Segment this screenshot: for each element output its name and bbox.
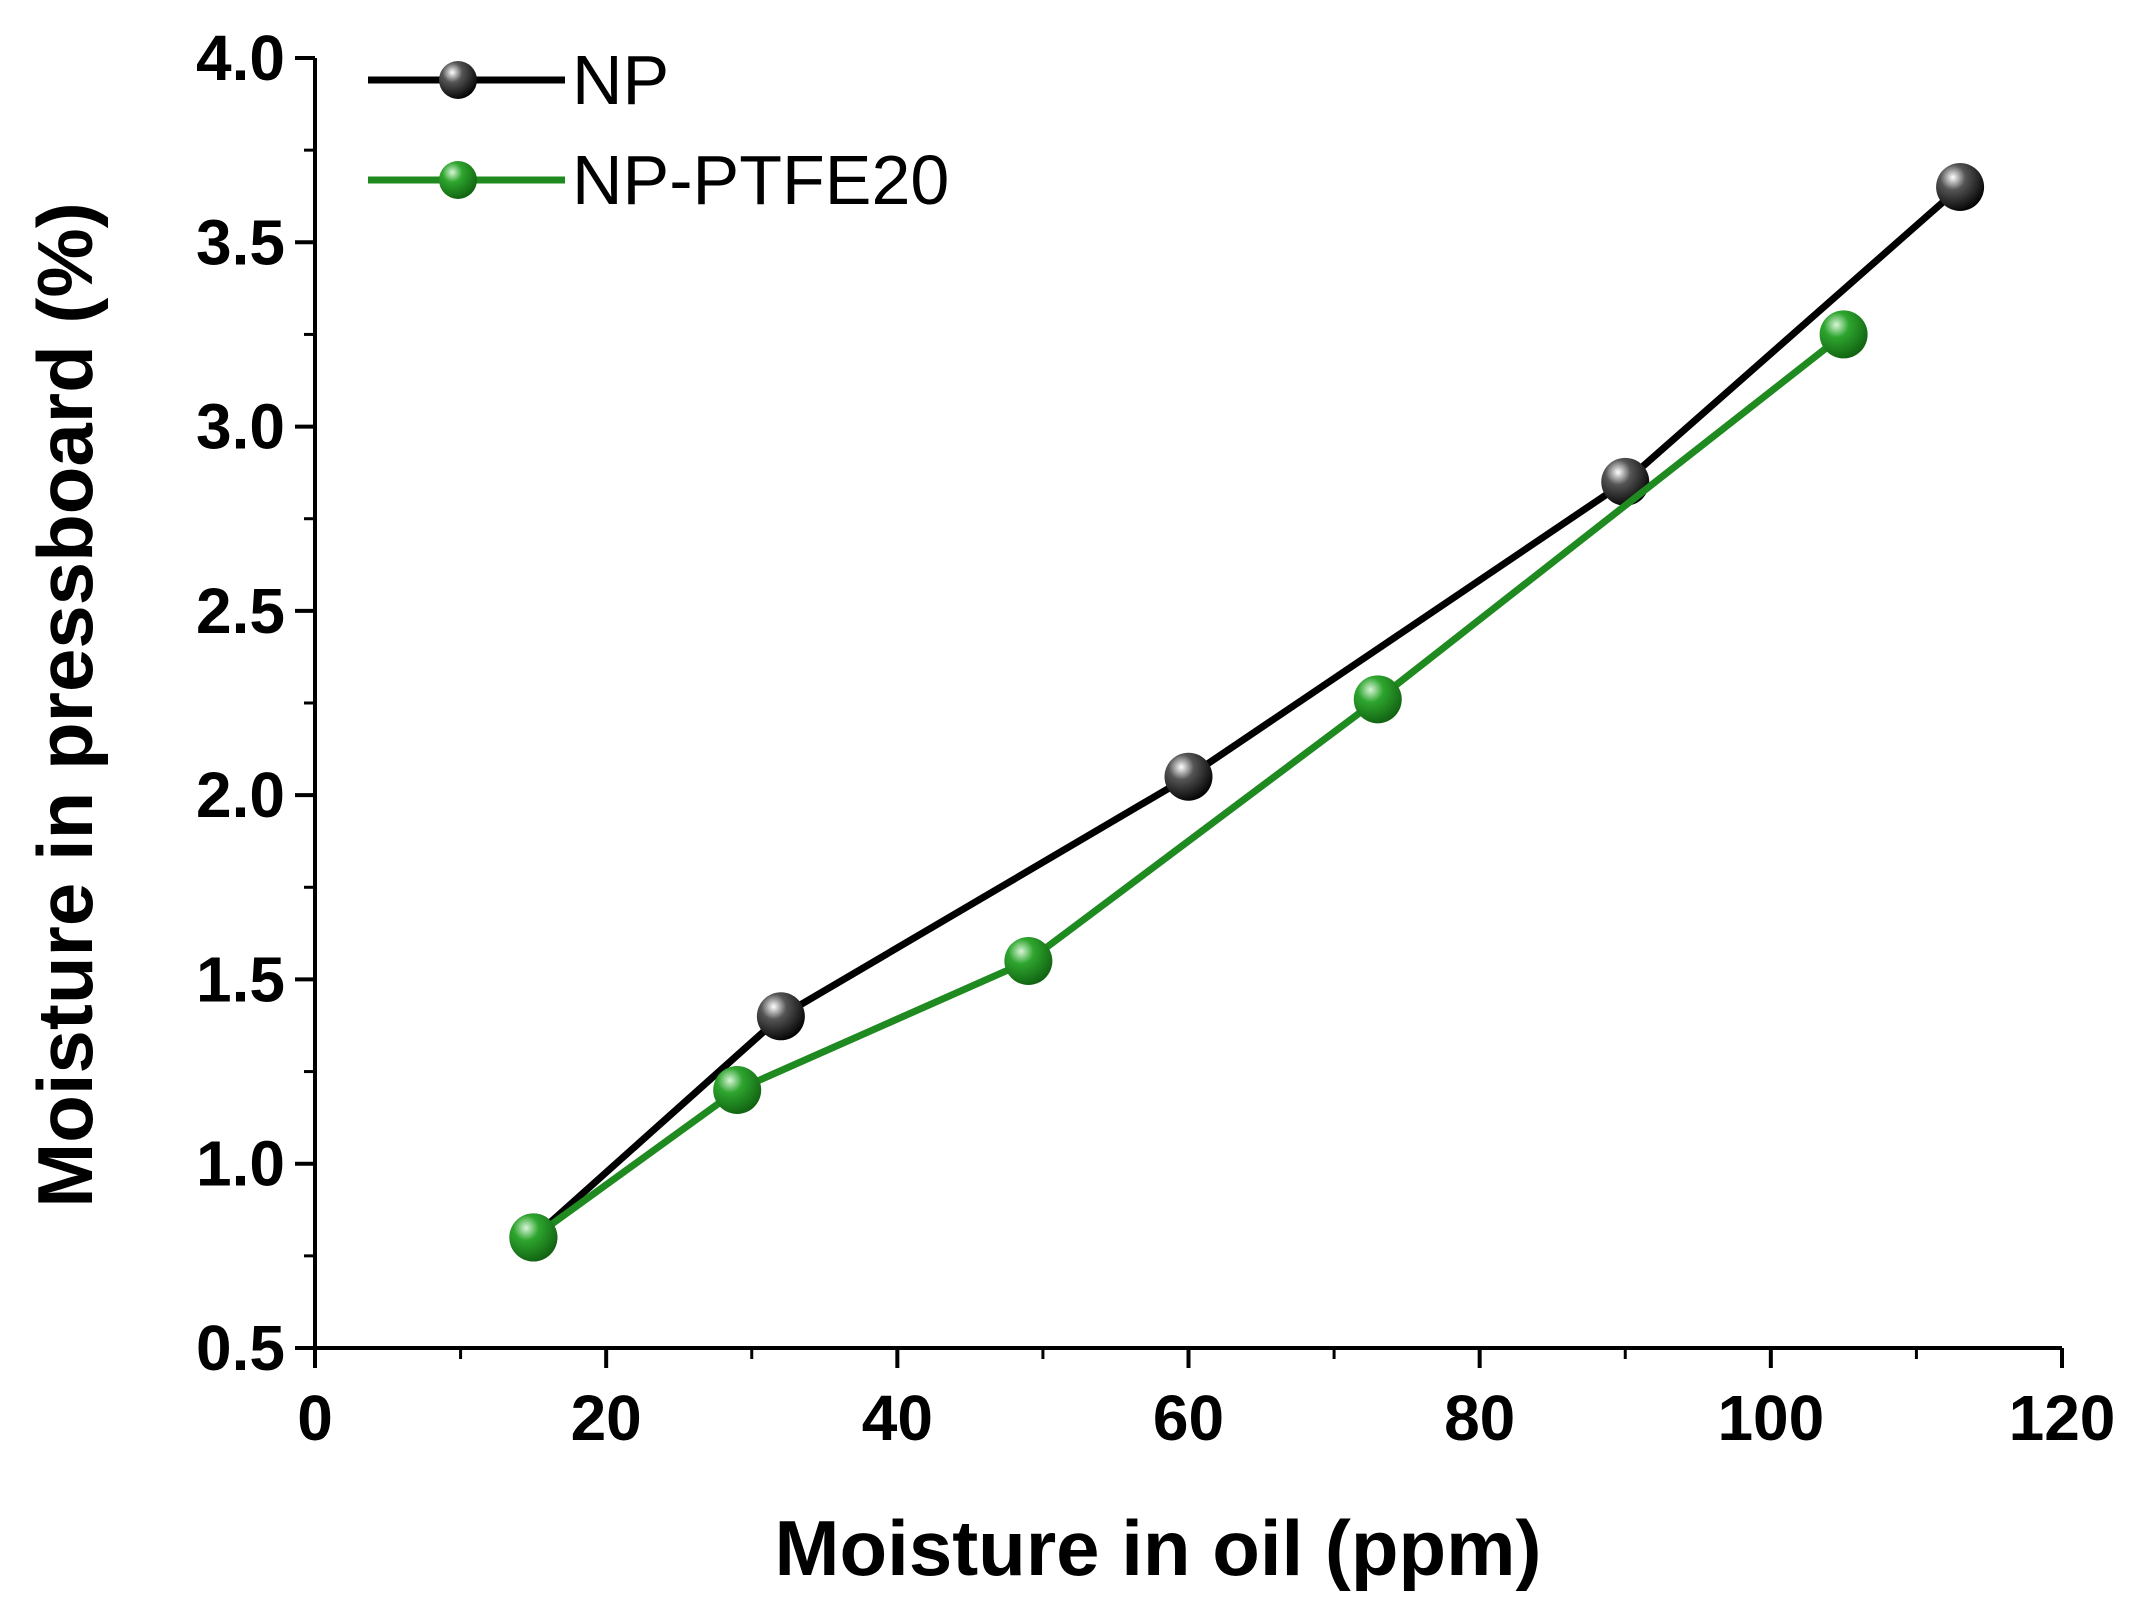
data-point-np-ptfe20 — [713, 1066, 762, 1114]
legend-label-np: NP — [572, 41, 669, 119]
legend-marker-np-ptfe20 — [439, 161, 477, 199]
x-tick-label: 120 — [2009, 1382, 2116, 1454]
y-tick-label: 3.5 — [196, 206, 285, 278]
x-tick-label: 40 — [862, 1382, 933, 1454]
x-ticks: 0 20 40 60 80 100 120 — [297, 1348, 2115, 1454]
x-tick-label: 0 — [297, 1382, 333, 1454]
y-tick-label: 4.0 — [196, 22, 285, 94]
x-tick-label: 60 — [1153, 1382, 1224, 1454]
data-point-np-ptfe20 — [1819, 310, 1868, 359]
y-axis-title: Moisture in pressboard (%) — [21, 202, 109, 1207]
series-layer — [509, 163, 1985, 1262]
y-ticks: 0.5 1.0 1.5 2.0 2.5 3.0 3.5 4.0 — [196, 22, 315, 1384]
legend-marker-np — [439, 61, 477, 99]
series-np-ptfe20 — [509, 310, 1868, 1262]
data-point-np — [756, 992, 805, 1041]
data-point-np-ptfe20 — [509, 1213, 558, 1262]
x-axis-title: Moisture in oil (ppm) — [775, 1504, 1542, 1592]
y-tick-label: 1.0 — [196, 1128, 285, 1200]
legend-item-np-ptfe20: NP-PTFE20 — [368, 141, 949, 219]
legend-item-np: NP — [368, 41, 669, 119]
data-point-np-ptfe20 — [1004, 937, 1053, 985]
data-point-np — [1601, 457, 1650, 506]
legend: NP NP-PTFE20 — [368, 41, 949, 219]
data-point-np — [1936, 163, 1985, 211]
x-tick-label: 80 — [1444, 1382, 1515, 1454]
legend-label-np-ptfe20: NP-PTFE20 — [572, 141, 949, 219]
y-tick-label: 1.5 — [196, 943, 285, 1015]
x-tick-label: 20 — [571, 1382, 642, 1454]
y-tick-label: 3.0 — [196, 391, 285, 463]
axes: 0 20 40 60 80 100 120 0.5 1.0 1.5 2.0 2.5 3.0 3.5 4.0 — [196, 22, 2115, 1454]
y-tick-label: 2.0 — [196, 759, 285, 831]
y-tick-label: 0.5 — [196, 1312, 285, 1384]
y-tick-label: 2.5 — [196, 575, 285, 647]
data-point-np — [1164, 752, 1213, 801]
x-tick-label: 100 — [1717, 1382, 1824, 1454]
data-point-np-ptfe20 — [1353, 675, 1402, 724]
